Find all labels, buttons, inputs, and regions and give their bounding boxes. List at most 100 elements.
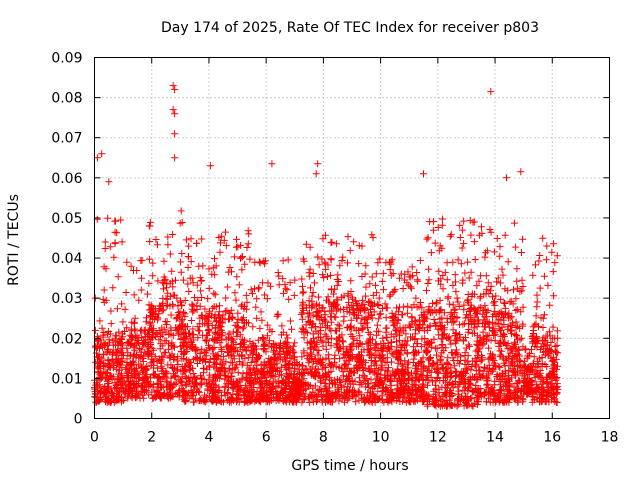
data-point [256,370,264,378]
data-point [259,279,267,287]
data-point [150,357,158,365]
data-point [237,254,244,262]
data-point [198,312,205,320]
data-point [388,392,396,400]
data-point [164,361,172,369]
data-point [460,240,468,247]
data-point [398,361,406,369]
data-point [489,293,496,301]
data-point [441,388,449,396]
data-point [328,379,336,387]
data-point [280,289,287,297]
data-point [389,270,397,277]
data-point [553,398,561,406]
data-point [228,373,236,381]
data-point [527,381,535,389]
data-point [547,379,555,387]
data-point [391,374,399,382]
data-point [368,231,376,239]
data-point [178,379,186,387]
data-point [391,286,399,294]
data-point [251,285,258,293]
data-point [379,354,387,362]
data-point [398,397,406,405]
data-point [343,324,351,332]
x-tick-label: 2 [147,430,156,446]
data-point [347,316,355,324]
data-point [410,395,418,403]
data-point [338,331,346,339]
data-point [335,345,343,353]
data-point [117,347,125,355]
data-point [210,336,218,344]
data-point [543,242,551,250]
data-point [511,340,519,348]
data-point [286,365,294,373]
data-point [458,244,466,252]
data-point [243,244,251,251]
data-point [467,366,475,374]
data-point [264,396,272,404]
data-point [169,283,177,291]
data-point [169,82,177,90]
data-point [133,351,140,359]
data-point [347,346,354,354]
data-point [309,384,317,392]
data-point [373,289,381,297]
data-point [551,259,559,267]
x-tick-label: 4 [204,430,213,446]
data-point [468,363,476,370]
data-point [108,388,116,396]
data-point [346,247,354,255]
data-point [465,383,473,391]
data-point [470,399,478,407]
data-point [247,371,255,379]
data-point [507,322,515,330]
data-point [338,257,346,264]
data-point [260,360,268,368]
data-point [355,306,363,314]
data-point [143,362,151,370]
data-point [121,328,128,335]
data-point [456,221,464,229]
data-point [544,281,552,289]
data-point [424,280,432,287]
data-point [513,277,521,285]
y-tick-label: 0.03 [51,291,82,307]
data-point [360,346,368,354]
data-point [496,397,504,405]
data-point [481,364,489,372]
data-point [313,346,321,354]
data-point [468,394,476,402]
data-point [241,260,249,268]
data-point [185,242,193,250]
data-point [299,288,307,296]
data-point [424,234,432,242]
data-point [231,365,239,373]
data-point [498,347,506,355]
data-point [123,324,131,332]
data-point [512,295,520,303]
data-point [198,235,206,243]
data-point [124,349,132,357]
data-point [424,381,431,389]
data-point [332,307,340,315]
data-point [143,373,151,381]
data-point [501,231,509,239]
data-point [508,313,516,321]
data-point [152,236,160,243]
data-point [315,261,323,269]
data-point [350,310,358,318]
data-point [318,255,326,263]
data-point [479,373,487,381]
data-point [472,382,480,389]
data-point [436,306,444,314]
data-point [281,395,289,403]
data-point [417,370,425,378]
data-point [387,381,395,389]
data-point [322,382,330,390]
data-point [477,272,485,280]
data-point [372,340,380,348]
data-point [98,150,106,158]
data-point [529,366,536,374]
